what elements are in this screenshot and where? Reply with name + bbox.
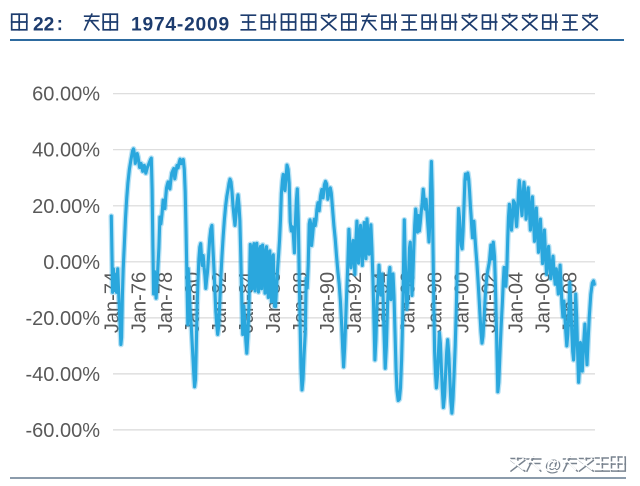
- svg-text:Jan-06: Jan-06: [533, 272, 555, 333]
- svg-text:Jan-76: Jan-76: [128, 272, 150, 333]
- svg-text:-40.00%: -40.00%: [26, 364, 101, 386]
- svg-text:60.00%: 60.00%: [32, 84, 100, 106]
- svg-text:-20.00%: -20.00%: [26, 308, 101, 330]
- svg-text:0.00%: 0.00%: [43, 252, 100, 274]
- svg-text:Jan-90: Jan-90: [317, 272, 339, 333]
- svg-text:Jan-92: Jan-92: [344, 272, 366, 333]
- svg-text:Jan-98: Jan-98: [425, 272, 447, 333]
- svg-text:40.00%: 40.00%: [32, 140, 100, 162]
- svg-text:@: @: [543, 454, 560, 473]
- svg-text:Jan-04: Jan-04: [506, 272, 528, 333]
- svg-text:-60.00%: -60.00%: [26, 420, 101, 442]
- svg-text:1974-2009: 1974-2009: [131, 15, 230, 36]
- svg-text:Jan-78: Jan-78: [155, 272, 177, 333]
- svg-text:22: 22: [33, 15, 54, 36]
- svg-text:20.00%: 20.00%: [32, 196, 100, 218]
- svg-text:@: @: [545, 456, 562, 475]
